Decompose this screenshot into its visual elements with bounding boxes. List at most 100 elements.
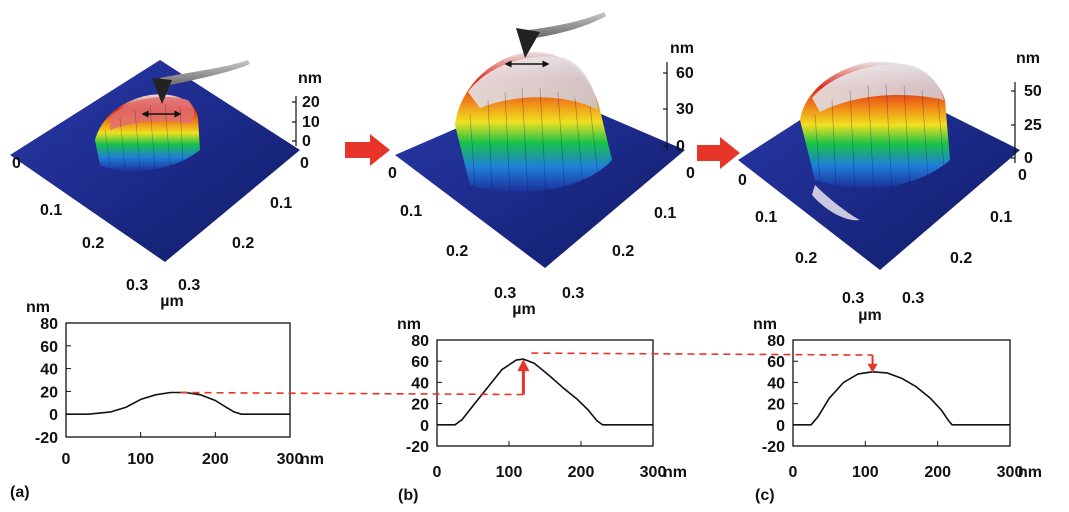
profile-y-tick-label: 40 xyxy=(40,362,58,379)
afm-y-tick-label: 0.2 xyxy=(612,243,634,260)
profile-y-tick-label: 60 xyxy=(411,354,429,371)
afm-surface-c xyxy=(738,61,1020,270)
afm-y-tick-label: 0 xyxy=(686,165,695,182)
afm-y-tick-label: 0.3 xyxy=(562,285,584,302)
profile-y-tick-label: 80 xyxy=(411,333,429,350)
afm-x-tick-label: 0.3 xyxy=(126,277,148,294)
afm-y-tick-label: 0 xyxy=(300,155,309,172)
profile-frame xyxy=(436,339,654,447)
up-arrow-icon xyxy=(517,359,530,372)
afm-z-unit-a: nm xyxy=(298,70,322,87)
profile-frame xyxy=(65,322,291,438)
profile-y-tick-label: 20 xyxy=(411,397,429,414)
afm-debris-c xyxy=(812,185,860,221)
red-right-arrow-icon xyxy=(697,137,740,169)
profile-y-tick-label: 20 xyxy=(40,384,58,401)
afm-xy-unit-b: µm xyxy=(512,301,535,318)
afm-x-tick-label: 0.2 xyxy=(82,235,104,252)
profile-x-tick-label: 300 xyxy=(277,451,304,468)
afm-y-tick-label: 0.2 xyxy=(232,235,254,252)
profile-y-tick-label: 0 xyxy=(49,407,58,424)
afm-x-tick-label: 0 xyxy=(738,172,747,189)
profile-curve-c xyxy=(793,371,1010,426)
afm-z-tick-label: 20 xyxy=(302,94,320,111)
panel-label-a: (a) xyxy=(10,484,30,501)
afm-cantilever-tip-icon xyxy=(516,28,540,58)
profile-x-tick-label: 200 xyxy=(202,451,229,468)
afm-streaks-b xyxy=(469,87,599,196)
afm-y-tick-label: 0.1 xyxy=(654,205,676,222)
afm-tip-a xyxy=(141,60,250,118)
afm-x-tick-label: 0.3 xyxy=(494,285,516,302)
profile-x-tick-label: 100 xyxy=(127,451,154,468)
profile-x-unit: nm xyxy=(1018,464,1042,481)
profile-x-tick-label: 200 xyxy=(568,464,595,481)
afm-y-tick-label: 0.3 xyxy=(902,290,924,307)
afm-z-tick-label: 60 xyxy=(676,65,694,82)
afm-ridge-top-b xyxy=(468,56,598,110)
profile-y-tick-label: 20 xyxy=(767,397,785,414)
afm-y-tick-label: 0.1 xyxy=(270,195,292,212)
profile-frame xyxy=(792,339,1011,447)
afm-surface-b xyxy=(395,12,685,268)
afm-z-tick-label: 0 xyxy=(302,133,311,150)
afm-z-unit-c: nm xyxy=(1016,50,1040,67)
dashed-guide-a-to-b xyxy=(180,391,524,396)
afm-x-tick-label: 0.3 xyxy=(842,290,864,307)
afm-x-tick-label: 0 xyxy=(12,155,21,172)
profile-x-tick-label: 200 xyxy=(924,464,951,481)
afm-xy-unit-c: µm xyxy=(858,307,881,324)
profile-x-tick-label: 300 xyxy=(997,464,1024,481)
profile-y-tick-label: 80 xyxy=(40,316,58,333)
profile-y-tick-label: 40 xyxy=(767,375,785,392)
profile-y-tick-label: -20 xyxy=(35,430,58,447)
afm-ridge-top-c xyxy=(812,63,944,112)
profile-x-tick-label: 300 xyxy=(640,464,667,481)
afm-y-tick-label: 0.3 xyxy=(178,277,200,294)
profile-x-tick-label: 100 xyxy=(852,464,879,481)
profile-x-unit: nm xyxy=(300,451,324,468)
afm-x-tick-label: 0.1 xyxy=(400,203,422,220)
profile-y-unit: nm xyxy=(26,299,50,316)
afm-cantilever-tip-icon xyxy=(152,78,172,104)
panel-label-c: (c) xyxy=(755,487,775,504)
afm-axis-labels: nm2010000.10.20.300.10.20.3µmnm6030000.1… xyxy=(12,40,1042,324)
profile-x-tick-label: 0 xyxy=(433,464,442,481)
afm-z-tick-label: 25 xyxy=(1024,117,1042,134)
afm-z-tick-label: 10 xyxy=(302,114,320,131)
peak-comparison-guides xyxy=(180,352,878,396)
afm-y-tick-label: 0.2 xyxy=(950,250,972,267)
afm-streaks-a xyxy=(104,103,184,171)
profile-y-tick-label: -20 xyxy=(762,439,785,456)
afm-x-tick-label: 0.1 xyxy=(40,202,62,219)
afm-surface-a xyxy=(10,60,300,262)
afm-xy-unit-a: µm xyxy=(160,293,183,310)
afm-x-tick-label: 0 xyxy=(388,165,397,182)
afm-x-tick-label: 0.1 xyxy=(755,209,777,226)
profile-y-tick-label: 80 xyxy=(767,333,785,350)
profile-curve-a xyxy=(66,391,290,415)
dashed-guide-b-to-c xyxy=(531,352,873,356)
profile-x-tick-label: 0 xyxy=(789,464,798,481)
profile-y-tick-label: 0 xyxy=(776,418,785,435)
profile-y-tick-label: 60 xyxy=(767,354,785,371)
profile-x-tick-label: 100 xyxy=(496,464,523,481)
profile-x-tick-label: 0 xyxy=(62,451,71,468)
profile-y-tick-label: 40 xyxy=(411,375,429,392)
profile-y-tick-label: -20 xyxy=(406,439,429,456)
profile-y-tick-label: 60 xyxy=(40,339,58,356)
afm-z-unit-b: nm xyxy=(670,40,694,57)
red-right-arrow-icon xyxy=(345,134,390,166)
profile-x-unit: nm xyxy=(663,464,687,481)
afm-y-tick-label: 0 xyxy=(1018,167,1027,184)
afm-x-tick-label: 0.2 xyxy=(446,243,468,260)
profile-y-tick-label: 0 xyxy=(420,418,429,435)
